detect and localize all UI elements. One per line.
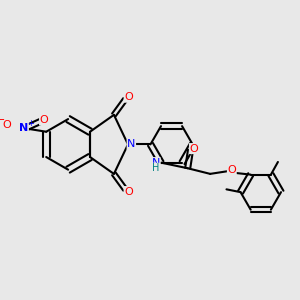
Text: N: N [152, 158, 160, 168]
Text: O: O [124, 187, 133, 196]
Text: N: N [19, 122, 28, 133]
Text: +: + [27, 119, 34, 128]
Text: O: O [227, 165, 236, 175]
Text: −: − [0, 116, 5, 125]
Text: O: O [190, 144, 198, 154]
Text: H: H [152, 163, 160, 173]
Text: O: O [2, 120, 11, 130]
Text: O: O [124, 92, 133, 102]
Text: O: O [40, 115, 48, 125]
Text: N: N [127, 140, 136, 149]
